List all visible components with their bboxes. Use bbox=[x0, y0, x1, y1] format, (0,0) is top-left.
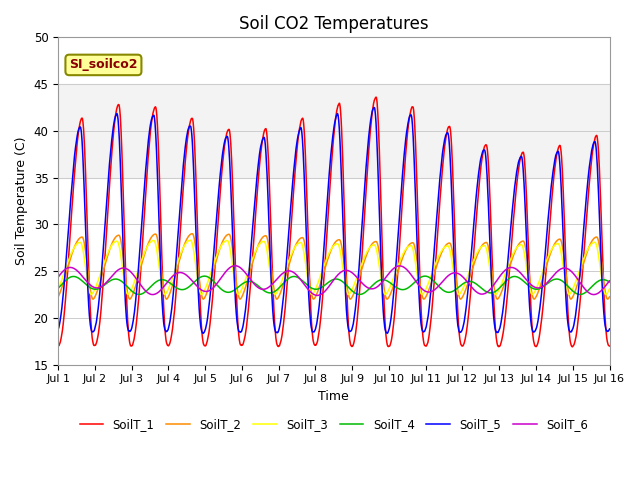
SoilT_3 bbox=[602, 291, 610, 297]
SoilT_6 bbox=[54, 274, 62, 280]
SoilT_6 bbox=[231, 263, 239, 268]
SoilT_2 bbox=[605, 294, 613, 300]
Line: SoilT_1: SoilT_1 bbox=[58, 97, 609, 347]
SoilT_3 bbox=[595, 255, 603, 261]
SoilT_4 bbox=[54, 286, 62, 291]
SoilT_1 bbox=[290, 190, 298, 196]
SoilT_1 bbox=[150, 108, 157, 113]
Y-axis label: Soil Temperature (C): Soil Temperature (C) bbox=[15, 137, 28, 265]
SoilT_3 bbox=[290, 246, 298, 252]
SoilT_6 bbox=[290, 270, 298, 276]
SoilT_4 bbox=[595, 278, 603, 284]
SoilT_2 bbox=[54, 294, 62, 300]
Legend: SoilT_1, SoilT_2, SoilT_3, SoilT_4, SoilT_5, SoilT_6: SoilT_1, SoilT_2, SoilT_3, SoilT_4, Soil… bbox=[75, 413, 593, 435]
SoilT_5 bbox=[266, 243, 273, 249]
SoilT_2 bbox=[189, 231, 196, 237]
SoilT_1 bbox=[605, 343, 613, 349]
SoilT_4 bbox=[536, 286, 543, 291]
SoilT_5 bbox=[117, 180, 125, 186]
SoilT_1 bbox=[117, 127, 125, 133]
SoilT_6 bbox=[595, 290, 603, 296]
SoilT_3 bbox=[605, 286, 613, 292]
SoilT_5 bbox=[605, 326, 613, 332]
SoilT_4 bbox=[117, 278, 125, 284]
SoilT_6 bbox=[536, 285, 543, 291]
SoilT_2 bbox=[150, 232, 157, 238]
SoilT_2 bbox=[290, 247, 298, 253]
Text: SI_soilco2: SI_soilco2 bbox=[69, 59, 138, 72]
SoilT_2 bbox=[595, 240, 603, 246]
SoilT_2 bbox=[117, 239, 125, 244]
SoilT_4 bbox=[201, 273, 209, 279]
SoilT_1 bbox=[536, 333, 543, 338]
SoilT_1 bbox=[568, 344, 576, 350]
Bar bbox=[58, 84, 609, 178]
SoilT_5 bbox=[199, 330, 207, 336]
SoilT_3 bbox=[117, 254, 125, 260]
X-axis label: Time: Time bbox=[319, 390, 349, 403]
SoilT_6 bbox=[266, 284, 273, 289]
Line: SoilT_3: SoilT_3 bbox=[58, 240, 609, 294]
SoilT_6 bbox=[314, 292, 321, 298]
SoilT_5 bbox=[595, 203, 603, 208]
SoilT_6 bbox=[605, 278, 613, 284]
SoilT_3 bbox=[536, 278, 543, 284]
SoilT_6 bbox=[150, 291, 157, 297]
Line: SoilT_2: SoilT_2 bbox=[58, 234, 609, 299]
SoilT_4 bbox=[290, 274, 298, 279]
SoilT_3 bbox=[266, 267, 273, 273]
SoilT_5 bbox=[54, 326, 62, 332]
Line: SoilT_4: SoilT_4 bbox=[58, 276, 609, 294]
SoilT_2 bbox=[536, 286, 543, 291]
SoilT_5 bbox=[290, 168, 298, 174]
SoilT_5 bbox=[150, 112, 157, 118]
SoilT_1 bbox=[595, 158, 603, 164]
SoilT_1 bbox=[266, 187, 273, 192]
SoilT_1 bbox=[54, 343, 62, 349]
Title: Soil CO2 Temperatures: Soil CO2 Temperatures bbox=[239, 15, 429, 33]
SoilT_6 bbox=[117, 265, 125, 271]
SoilT_3 bbox=[187, 238, 195, 243]
SoilT_4 bbox=[605, 279, 613, 285]
SoilT_4 bbox=[576, 291, 584, 297]
SoilT_4 bbox=[266, 290, 273, 296]
SoilT_1 bbox=[372, 94, 380, 100]
SoilT_3 bbox=[150, 238, 157, 243]
SoilT_2 bbox=[266, 251, 273, 257]
SoilT_3 bbox=[54, 286, 62, 292]
SoilT_2 bbox=[604, 296, 611, 302]
SoilT_5 bbox=[371, 105, 378, 110]
SoilT_4 bbox=[150, 281, 157, 287]
SoilT_5 bbox=[536, 307, 543, 312]
Line: SoilT_5: SoilT_5 bbox=[58, 108, 609, 333]
Line: SoilT_6: SoilT_6 bbox=[58, 265, 609, 295]
